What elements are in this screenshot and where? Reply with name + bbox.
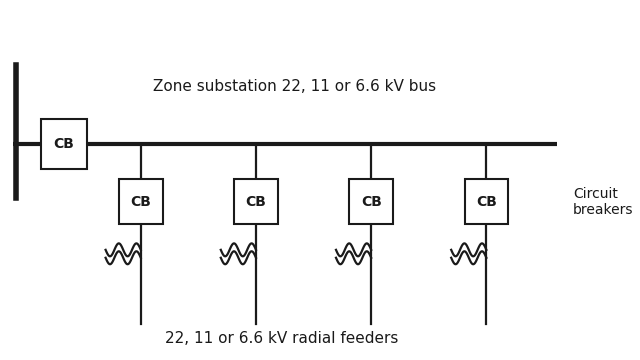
FancyBboxPatch shape — [119, 179, 163, 224]
Text: CB: CB — [361, 195, 381, 208]
FancyBboxPatch shape — [465, 179, 508, 224]
Text: CB: CB — [131, 195, 151, 208]
Text: 22, 11 or 6.6 kV radial feeders: 22, 11 or 6.6 kV radial feeders — [165, 331, 398, 346]
FancyBboxPatch shape — [41, 119, 87, 169]
Text: CB: CB — [476, 195, 497, 208]
Text: Zone substation 22, 11 or 6.6 kV bus: Zone substation 22, 11 or 6.6 kV bus — [153, 79, 436, 94]
Text: CB: CB — [54, 137, 74, 151]
FancyBboxPatch shape — [234, 179, 278, 224]
Text: Circuit
breakers: Circuit breakers — [573, 186, 634, 217]
FancyBboxPatch shape — [349, 179, 393, 224]
Text: CB: CB — [246, 195, 266, 208]
